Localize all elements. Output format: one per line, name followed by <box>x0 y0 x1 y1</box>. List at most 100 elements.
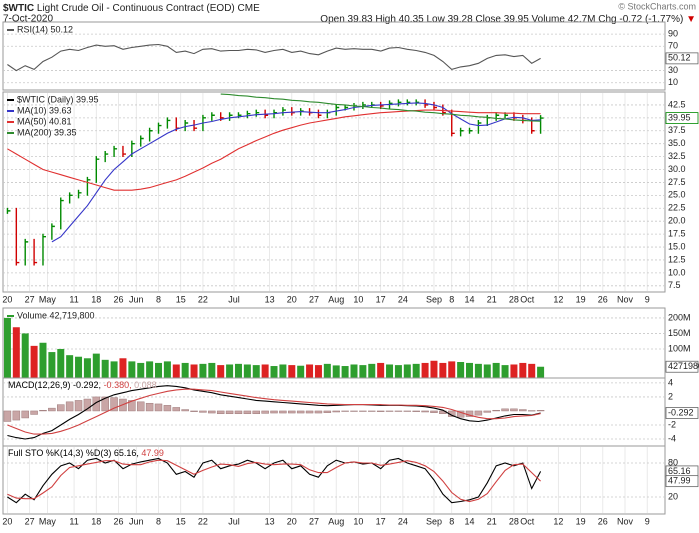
x-tick-label: 12 <box>553 516 563 526</box>
indicator-line <box>7 457 542 504</box>
macd-histogram-bar <box>65 401 74 412</box>
x-tick-label: 20 <box>287 294 297 304</box>
price-bar <box>459 127 464 137</box>
legend-entry: 47.99 <box>141 448 164 458</box>
macd-histogram-bar <box>3 410 12 422</box>
macd-histogram-bar <box>181 409 189 412</box>
x-tick-label: 27 <box>25 516 35 526</box>
macd-histogram-bar <box>216 410 225 415</box>
volume-bar <box>359 365 367 378</box>
volume-bar <box>261 364 269 378</box>
y-tick-label: 42.5 <box>668 99 686 109</box>
x-tick-label: May <box>39 294 57 304</box>
y-tick-label: 70 <box>668 41 678 51</box>
price-bar <box>60 197 64 230</box>
macd-histogram-bar <box>332 410 340 413</box>
price-bar <box>335 104 340 116</box>
x-tick-label: 27 <box>309 516 319 526</box>
macd-histogram-bar <box>474 410 483 416</box>
volume-bar <box>341 366 349 378</box>
y-tick-label: 10 <box>668 77 678 87</box>
macd-histogram-bar <box>128 400 136 412</box>
x-tick-label: Aug <box>328 294 344 304</box>
price-bar <box>157 122 162 134</box>
macd-histogram-bar <box>350 410 358 412</box>
volume-bar <box>288 365 296 378</box>
price-bar <box>33 238 38 266</box>
macd-histogram-bar <box>243 410 252 415</box>
x-tick-label: Jul <box>228 516 240 526</box>
volume-bar <box>457 362 465 378</box>
price-bar <box>42 233 46 266</box>
volume-bar <box>243 364 251 378</box>
macd-histogram-bar <box>483 410 492 413</box>
x-tick-label: 11 <box>69 516 78 526</box>
macd-histogram-bar <box>145 402 154 412</box>
volume-bar <box>92 353 100 378</box>
volume-bar <box>537 366 545 378</box>
x-tick-label: 17 <box>376 516 386 526</box>
volume-bar <box>510 364 518 378</box>
x-tick-label: 24 <box>398 294 408 304</box>
x-tick-label: Jun <box>129 516 144 526</box>
macd-histogram-bar <box>270 410 278 414</box>
macd-histogram-bar <box>279 410 287 414</box>
volume-bar <box>501 365 509 378</box>
volume-bar <box>137 362 145 378</box>
volume-bar <box>368 363 376 378</box>
price-bar <box>122 145 126 158</box>
price-bar <box>397 99 402 107</box>
x-tick-label: 26 <box>114 294 124 304</box>
x-tick-label: 15 <box>176 294 186 304</box>
y-tick-label: 25.0 <box>668 190 686 200</box>
x-tick-label: 27 <box>309 294 319 304</box>
volume-bar <box>119 358 127 378</box>
x-tick-label: 28 <box>509 294 519 304</box>
volume-bar <box>474 363 482 378</box>
macd-histogram-bar <box>252 410 260 415</box>
price-bar <box>246 110 251 119</box>
price-bar <box>6 207 11 214</box>
price-bar <box>86 176 91 196</box>
volume-bar <box>528 363 536 378</box>
last-value-label: 47.99 <box>668 476 691 486</box>
macd-histogram-bar <box>110 397 118 412</box>
price-bar <box>95 156 100 183</box>
legend-entry: MA(10) 39.63 <box>17 105 72 115</box>
last-value-label: 39.95 <box>668 112 691 122</box>
y-tick-label: 20.0 <box>668 216 686 226</box>
date: 7-Oct-2020 <box>3 14 53 25</box>
x-tick-label: 14 <box>465 516 475 526</box>
price-bar <box>362 101 366 109</box>
volume-bar <box>323 363 331 378</box>
last-value-box <box>665 112 699 124</box>
y-tick-label: 30 <box>668 65 678 75</box>
y-tick-label: -2 <box>668 419 676 429</box>
volume-bar <box>101 359 109 378</box>
macd-histogram-bar <box>21 410 29 419</box>
y-tick-label: 100M <box>668 343 691 353</box>
x-tick-label: Oct <box>520 294 535 304</box>
x-tick-label: 20 <box>2 516 12 526</box>
y-tick-label: 20 <box>668 491 678 501</box>
price-bar <box>51 223 55 240</box>
x-tick-label: 27 <box>25 294 35 304</box>
price-bar <box>184 120 189 132</box>
x-tick-label: 22 <box>198 516 208 526</box>
title: Light Crude Oil - Continuous Contract (E… <box>37 3 260 14</box>
macd-histogram-bar <box>101 396 109 412</box>
y-tick-label: 32.5 <box>668 151 686 161</box>
volume-bar <box>181 362 189 378</box>
volume-bar <box>403 364 411 378</box>
volume-bar <box>110 361 118 378</box>
volume-bar <box>199 363 207 378</box>
y-tick-label: 37.5 <box>668 125 686 135</box>
volume-bar <box>439 362 447 378</box>
volume-bar <box>350 364 358 378</box>
volume-bar <box>48 352 56 378</box>
x-tick-label: 13 <box>265 294 275 304</box>
volume-bar <box>12 327 20 378</box>
legend-entry: MA(200) 39.35 <box>17 127 77 137</box>
macd-histogram-bar <box>39 409 47 412</box>
volume-bar <box>172 364 180 378</box>
